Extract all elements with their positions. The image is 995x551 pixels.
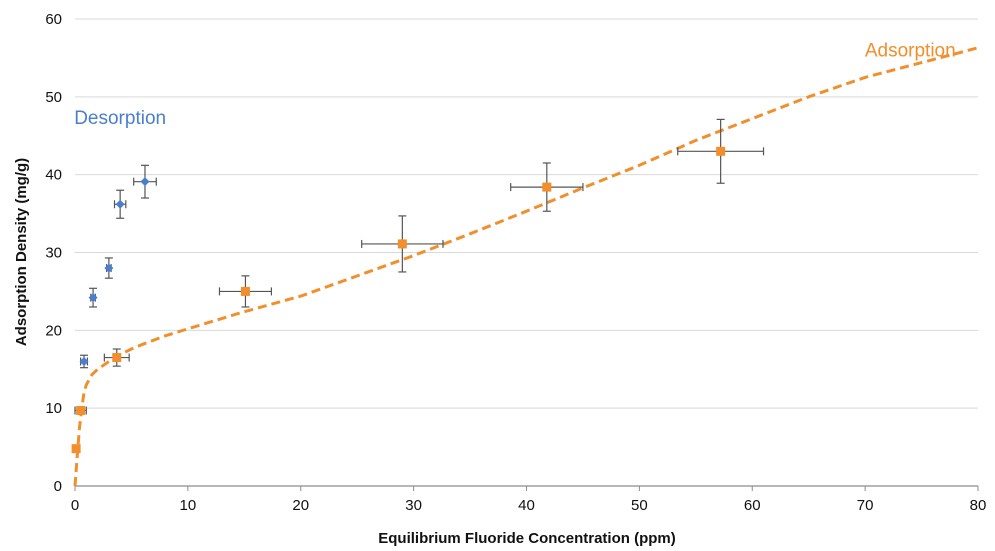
y-tick-label-0: 0 bbox=[54, 478, 62, 495]
x-tick-label-80: 80 bbox=[970, 497, 987, 514]
error-bar-layer bbox=[74, 118, 765, 415]
y-axis-title: Adsorption Density (mg/g) bbox=[13, 158, 30, 346]
desorption-point-1 bbox=[88, 293, 98, 303]
x-axis-title: Equilibrium Fluoride Concentration (ppm) bbox=[378, 530, 676, 547]
x-tick-label-70: 70 bbox=[857, 497, 874, 514]
x-tick-label-40: 40 bbox=[518, 497, 535, 514]
desorption-point-3 bbox=[115, 199, 125, 209]
adsorption-point-2 bbox=[112, 353, 122, 363]
desorption-point-4 bbox=[140, 177, 150, 187]
grid-layer bbox=[75, 18, 978, 409]
desorption-annotation: Desorption bbox=[74, 108, 166, 129]
adsorption-point-4 bbox=[397, 239, 407, 249]
x-tick-label-30: 30 bbox=[405, 497, 422, 514]
adsorption-point-3 bbox=[240, 286, 250, 296]
fit-curve-layer bbox=[73, 46, 979, 487]
y-tick-label-10: 10 bbox=[45, 400, 62, 417]
adsorption-point-1 bbox=[76, 406, 86, 416]
x-tick-label-0: 0 bbox=[71, 497, 79, 514]
y-tick-label-60: 60 bbox=[45, 11, 62, 28]
y-tick-label-30: 30 bbox=[45, 245, 62, 262]
desorption-point-0 bbox=[79, 356, 89, 366]
adsorption-point-6 bbox=[716, 146, 726, 156]
x-tick-label-20: 20 bbox=[292, 497, 309, 514]
x-tick-label-50: 50 bbox=[631, 497, 648, 514]
axis-layer bbox=[74, 485, 979, 491]
adsorption-fit-curve bbox=[73, 46, 979, 487]
label-layer: Equilibrium Fluoride Concentration (ppm)… bbox=[13, 11, 986, 547]
adsorption-point-5 bbox=[542, 182, 552, 192]
adsorption-annotation: Adsorption bbox=[865, 40, 956, 61]
x-tick-label-10: 10 bbox=[180, 497, 197, 514]
y-tick-label-20: 20 bbox=[45, 322, 62, 339]
x-tick-label-60: 60 bbox=[744, 497, 761, 514]
y-tick-label-50: 50 bbox=[45, 89, 62, 106]
marker-layer bbox=[71, 146, 726, 454]
desorption-point-2 bbox=[104, 263, 114, 273]
y-tick-label-40: 40 bbox=[45, 167, 62, 184]
adsorption-point-0 bbox=[71, 444, 81, 454]
